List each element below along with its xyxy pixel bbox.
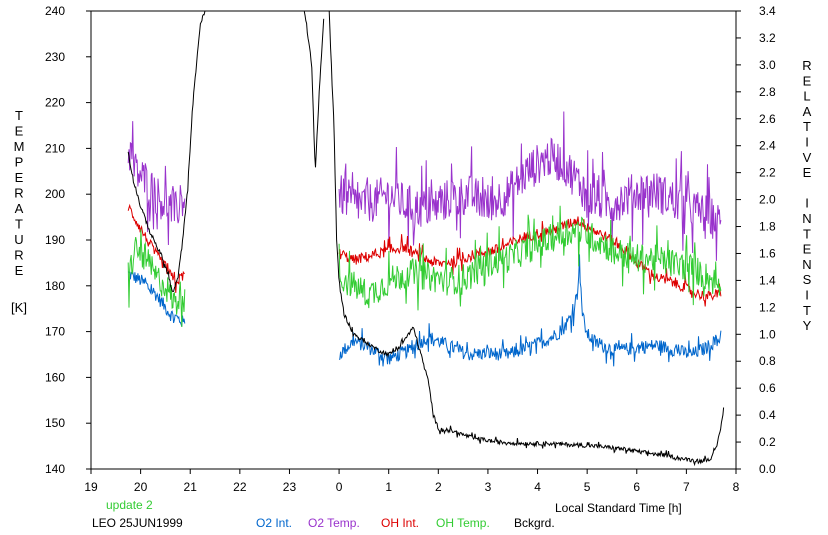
left-axis-letter: R: [14, 186, 23, 201]
right-tick-label: 1.8: [759, 220, 776, 234]
x-tick-label: 7: [683, 480, 690, 494]
series-line: [127, 229, 186, 328]
right-tick-label: 1.6: [759, 246, 776, 260]
right-tick-label: 0.8: [759, 354, 776, 368]
x-axis: 19 20 21 22 23 0 1 2 3 4 5 6 7 8: [84, 469, 740, 494]
right-axis-letter: E: [803, 242, 812, 257]
right-tick-label: 3.0: [759, 58, 776, 72]
annotation-update: update 2: [106, 498, 153, 512]
left-axis-letter: T: [15, 217, 23, 232]
right-axis-letter: S: [803, 272, 812, 287]
right-tick-label: 0.4: [759, 408, 776, 422]
right-tick-label: 3.2: [759, 31, 776, 45]
right-tick-label: 1.4: [759, 273, 776, 287]
left-axis-letter: E: [15, 170, 24, 185]
x-tick-label: 22: [233, 480, 247, 494]
left-axis-unit: [K]: [11, 300, 27, 315]
right-tick-label: 1.2: [759, 300, 776, 314]
left-tick-label: 180: [45, 279, 65, 293]
series-line: [303, 11, 325, 168]
right-axis-letter: Y: [803, 318, 812, 333]
left-axis: 140 150 160 170 180 190 200 210 220 230 240: [45, 4, 91, 476]
series-line: [127, 271, 186, 327]
series-line: [127, 203, 185, 293]
right-tick-label: 2.0: [759, 193, 776, 207]
right-axis: 0.0 0.2 0.4 0.6 0.8 1.0 1.2 1.4 1.6 1.8 2.0 2.2 2.4 2…: [736, 4, 776, 476]
left-axis-letter: E: [15, 124, 24, 139]
right-axis-letter: E: [803, 165, 812, 180]
x-tick-label: 4: [534, 480, 541, 494]
left-tick-label: 210: [45, 141, 65, 155]
left-axis-letter: P: [15, 155, 24, 170]
right-tick-label: 0.6: [759, 381, 776, 395]
x-axis-label: Local Standard Time [h]: [555, 501, 682, 515]
x-tick-label: 8: [733, 480, 740, 494]
left-axis-letter: T: [15, 108, 23, 123]
legend-bckgrd: Bckgrd.: [514, 516, 555, 530]
right-tick-label: 2.6: [759, 112, 776, 126]
right-tick-label: 1.0: [759, 327, 776, 341]
right-axis-letter: N: [802, 257, 811, 272]
right-tick-label: 0.2: [759, 435, 776, 449]
right-tick-label: 2.2: [759, 166, 776, 180]
legend-o2-int: O2 Int.: [256, 516, 292, 530]
right-tick-label: 2.4: [759, 139, 776, 153]
series-line: [338, 205, 722, 311]
series-lines: [127, 11, 725, 467]
x-tick-label: 5: [584, 480, 591, 494]
right-axis-letter: I: [805, 135, 809, 150]
x-tick-label: 3: [485, 480, 492, 494]
left-axis-letter: U: [14, 232, 23, 247]
left-tick-label: 170: [45, 325, 65, 339]
right-axis-letter: T: [803, 119, 811, 134]
right-axis-letter: I: [805, 196, 809, 211]
x-tick-label: 23: [283, 480, 297, 494]
left-tick-label: 240: [45, 4, 65, 18]
right-axis-letter: L: [803, 89, 810, 104]
x-tick-label: 6: [633, 480, 640, 494]
series-line: [328, 11, 725, 467]
series-line: [127, 121, 186, 246]
right-axis-letter: E: [803, 73, 812, 88]
right-tick-label: 2.8: [759, 85, 776, 99]
x-tick-label: 20: [134, 480, 148, 494]
left-tick-label: 220: [45, 96, 65, 110]
left-axis-letter: E: [15, 263, 24, 278]
left-tick-label: 190: [45, 233, 65, 247]
series-line: [127, 11, 206, 293]
x-tick-label: 21: [184, 480, 198, 494]
series-line: [339, 254, 722, 367]
right-axis-letter: V: [803, 150, 812, 165]
right-axis-letter: I: [805, 288, 809, 303]
right-axis-letter: T: [803, 303, 811, 318]
legend-oh-int: OH Int.: [381, 516, 419, 530]
right-axis-letter: A: [803, 104, 812, 119]
station-date: LEO 25JUN1999: [92, 516, 183, 530]
left-tick-label: 150: [45, 416, 65, 430]
x-tick-label: 0: [336, 480, 343, 494]
right-axis-letter: N: [802, 211, 811, 226]
left-axis-letter: A: [15, 201, 24, 216]
left-tick-label: 140: [45, 462, 65, 476]
left-tick-label: 200: [45, 187, 65, 201]
right-axis-letter: T: [803, 226, 811, 241]
left-axis-letter: R: [14, 248, 23, 263]
right-tick-label: 3.4: [759, 4, 776, 18]
x-tick-label: 1: [385, 480, 392, 494]
legend-oh-temp: OH Temp.: [436, 516, 490, 530]
right-axis-letter: R: [802, 58, 811, 73]
x-tick-label: 19: [84, 480, 98, 494]
right-tick-label: 0.0: [759, 462, 776, 476]
left-tick-label: 230: [45, 50, 65, 64]
left-tick-label: 160: [45, 370, 65, 384]
legend-o2-temp: O2 Temp.: [308, 516, 360, 530]
x-tick-label: 2: [435, 480, 442, 494]
series-line: [338, 111, 722, 261]
left-axis-letter: M: [14, 139, 25, 154]
